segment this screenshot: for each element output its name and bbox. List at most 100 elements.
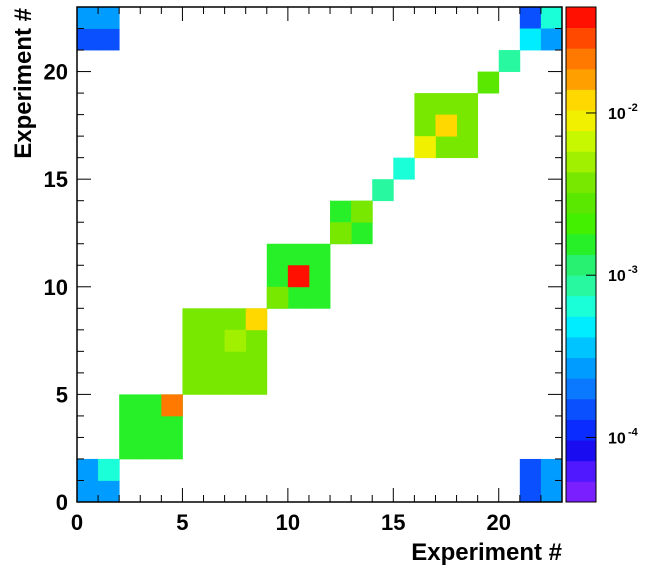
heatmap-cell <box>224 372 247 395</box>
color-scale-segment <box>566 89 596 111</box>
heatmap-cell <box>540 480 563 503</box>
heatmap-cell <box>224 329 247 352</box>
heatmap-cell <box>351 222 373 245</box>
color-scale-segment <box>566 378 596 400</box>
color-scale-label: 10 <box>608 268 626 285</box>
x-axis-title: Experiment # <box>411 539 562 566</box>
heatmap-cell <box>140 394 162 417</box>
axes: 0 5 10 15 20 0 5 10 15 20 <box>44 6 563 535</box>
heatmap-cell <box>266 243 289 266</box>
heatmap-cell <box>182 351 204 374</box>
heatmap-cell <box>203 351 226 374</box>
heatmap-cell <box>245 308 268 331</box>
color-scale-segment <box>566 213 596 235</box>
heatmap-cell <box>77 480 99 503</box>
heatmap-cell <box>266 265 289 288</box>
heatmap-cell <box>161 437 183 460</box>
color-scale-segment <box>566 337 596 359</box>
color-scale-segment <box>566 7 596 29</box>
color-scale-segment <box>566 419 596 441</box>
heatmap-cell <box>182 372 204 395</box>
heatmap-cell <box>98 480 120 503</box>
heatmap-cell <box>77 7 99 29</box>
color-scale-segment <box>566 151 596 173</box>
heatmap-cell <box>161 415 183 438</box>
heatmap-cell <box>287 286 310 309</box>
y-axis-title: Experiment # <box>10 8 37 159</box>
heatmap-cell <box>203 308 226 331</box>
heatmap-cell <box>119 437 141 460</box>
color-scale-label-exponent: -2 <box>628 102 638 114</box>
heatmap-cell <box>393 157 415 180</box>
heatmap-cell <box>372 179 394 202</box>
color-scale-segment <box>566 316 596 338</box>
heatmap-cell <box>203 329 226 352</box>
heatmap-cells <box>77 7 563 503</box>
heatmap-cell <box>182 329 204 352</box>
heatmap-cell <box>119 394 141 417</box>
color-scale-segment <box>566 460 596 482</box>
color-scale-segment <box>566 110 596 132</box>
heatmap-cell <box>224 308 247 331</box>
color-scale-frame <box>565 6 597 503</box>
heatmap-cell <box>245 351 268 374</box>
plot-frame <box>76 6 563 503</box>
heatmap-cell <box>351 200 373 223</box>
heatmap-cell <box>245 329 268 352</box>
heatmap-cell <box>182 308 204 331</box>
color-scale-segment <box>566 130 596 152</box>
heatmap-cell <box>414 136 436 159</box>
heatmap-cell <box>477 71 500 94</box>
heatmap-cell <box>119 415 141 438</box>
x-tick-label: 20 <box>486 510 510 535</box>
color-scale-segment <box>566 357 596 379</box>
heatmap-cell <box>203 372 226 395</box>
color-scale-segment <box>566 481 596 503</box>
heatmap-cell <box>330 222 352 245</box>
color-scale-label: 10 <box>608 106 626 123</box>
heatmap-cell <box>308 265 331 288</box>
y-tick-label: 0 <box>56 490 68 515</box>
heatmap-cell <box>435 93 457 116</box>
heatmap-cell <box>330 200 352 223</box>
color-scale-segment <box>566 295 596 317</box>
heatmap-cell <box>540 7 563 29</box>
heatmap-cell <box>161 394 183 417</box>
x-tick-label: 10 <box>276 510 300 535</box>
heatmap-cell <box>414 93 436 116</box>
color-scale-label: 10 <box>608 430 626 447</box>
heatmap-cell <box>519 7 542 29</box>
heatmap-cell <box>287 265 310 288</box>
color-scale-segment <box>566 27 596 49</box>
heatmap-cell <box>435 114 457 137</box>
heatmap-cell <box>540 458 563 481</box>
color-scale-label-exponent: -4 <box>628 426 639 438</box>
heatmap-cell <box>98 28 120 51</box>
heatmap-cell <box>140 415 162 438</box>
heatmap-cell <box>140 437 162 460</box>
heatmap-cell <box>245 372 268 395</box>
heatmap-cell <box>519 458 542 481</box>
y-tick-label: 15 <box>44 167 68 192</box>
color-scale-segment <box>566 192 596 214</box>
heatmap-cell <box>308 243 331 266</box>
heatmap-cell <box>456 114 479 137</box>
heatmap-cell <box>98 458 120 481</box>
color-scale-label-exponent: -3 <box>628 264 638 276</box>
heatmap-cell <box>540 28 563 51</box>
color-scale-bar: 10-210-310-4 <box>565 6 639 503</box>
color-scale-segment <box>566 68 596 90</box>
heatmap-cell <box>308 286 331 309</box>
color-scale-segment <box>566 254 596 276</box>
heatmap-cell <box>456 136 479 159</box>
color-scale-segment <box>566 398 596 420</box>
color-scale-segment <box>566 440 596 462</box>
heatmap-cell <box>266 286 289 309</box>
heatmap-cell <box>224 351 247 374</box>
heatmap-cell <box>519 28 542 51</box>
heatmap-cell <box>519 480 542 503</box>
color-scale-segment <box>566 48 596 70</box>
heatmap-cell <box>98 7 120 29</box>
heatmap-cell <box>456 93 479 116</box>
heatmap-cell <box>287 243 310 266</box>
